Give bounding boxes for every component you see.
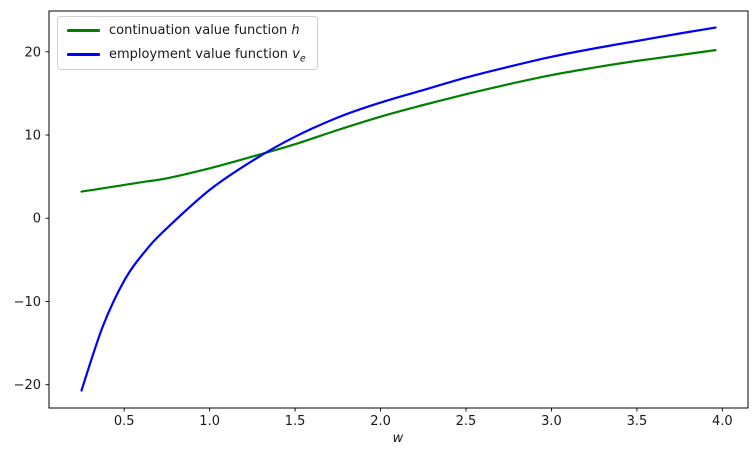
y-tick-label: 0 [33, 212, 41, 227]
legend-label-text: continuation value function [109, 23, 288, 38]
legend-label-math: h [291, 23, 300, 38]
x-tick-label: 2.5 [456, 414, 477, 429]
legend-item-label: employment value function ve [109, 47, 306, 65]
legend-label-math: v [292, 47, 300, 62]
y-tick-label: −10 [14, 295, 41, 310]
series-line-v_e [80, 26, 717, 392]
x-axis-label: w [392, 431, 404, 446]
x-tick-label: 2.0 [370, 414, 391, 429]
y-tick-label: 10 [24, 129, 41, 144]
legend-line-sample-icon [67, 53, 100, 56]
legend-label-subscript: e [299, 53, 306, 65]
legend-item-label: continuation value function h [109, 23, 300, 38]
legend: continuation value function h employment… [57, 16, 318, 70]
y-tick-label: 20 [24, 45, 41, 60]
series-line-h [80, 49, 717, 193]
x-tick-label: 3.0 [541, 414, 562, 429]
legend-line-sample-icon [67, 29, 100, 32]
axes-frame [48, 10, 749, 409]
legend-item: continuation value function h [67, 21, 306, 40]
x-tick-label: 0.5 [114, 414, 135, 429]
x-tick-label: 1.5 [285, 414, 306, 429]
x-tick-label: 4.0 [712, 414, 733, 429]
x-tick-label: 3.5 [627, 414, 648, 429]
legend-label-text: employment value function [109, 47, 289, 62]
y-tick-label: −20 [14, 378, 41, 393]
x-tick-label: 1.0 [199, 414, 220, 429]
legend-item: employment value function ve [67, 45, 306, 64]
